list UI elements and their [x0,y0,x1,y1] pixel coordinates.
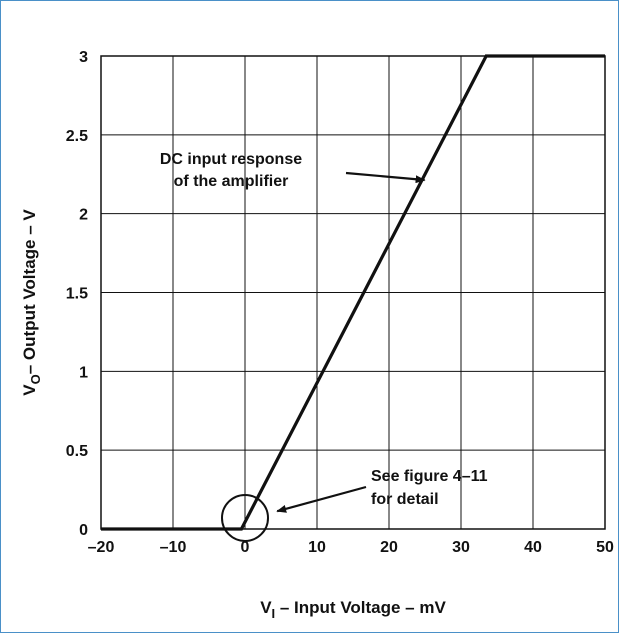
annotation-line: for detail [371,491,439,508]
y-tick-label: 0.5 [66,443,88,460]
y-axis-title-rest: – Output Voltage – V [20,209,39,375]
series [101,54,605,531]
x-axis-title-main: V [260,598,272,617]
annotation-line: DC input response [160,151,302,168]
annotation-arrow [345,171,426,184]
y-tick-label: 0 [79,522,88,539]
y-axis-title-main: V [20,384,39,396]
series-line [101,54,605,531]
x-axis-title-rest: – Input Voltage – mV [275,598,446,617]
y-tick-label: 3 [79,49,88,66]
annotation-arrow [276,485,367,513]
y-tick-labels: 0 0.5 1 1.5 2 2.5 3 [66,49,88,539]
y-tick-label: 2.5 [66,128,88,145]
x-axis-title-sub: I [272,606,276,621]
annotations: DC input response of the amplifier See fig… [160,151,488,542]
x-tick-label: 0 [241,539,250,556]
plot-border [100,55,606,530]
y-axis-title: VO– Output Voltage – V [20,209,43,396]
detail-circle [221,493,269,542]
x-axis-title: VI – Input Voltage – mV [260,598,446,621]
x-tick-label: 30 [452,539,470,556]
annotation-line: of the amplifier [174,173,289,190]
y-axis-title-sub: O [28,374,43,384]
x-tick-label: 50 [596,539,614,556]
y-tick-label: 1 [79,364,88,381]
x-tick-label: 20 [380,539,398,556]
grid [100,55,606,530]
x-tick-label: –20 [88,539,115,556]
annotation-line: See figure 4–11 [371,468,488,485]
annotation-dc-response: DC input response of the amplifier [160,151,302,190]
x-tick-labels: –20 –10 0 10 20 30 40 50 [88,539,614,556]
x-tick-label: 10 [308,539,326,556]
y-tick-label: 1.5 [66,286,88,303]
x-tick-label: –10 [160,539,187,556]
plot-area-border [100,55,606,530]
x-tick-label: 40 [524,539,542,556]
y-tick-label: 2 [79,207,88,224]
annotation-see-figure: See figure 4–11 for detail [371,468,488,508]
